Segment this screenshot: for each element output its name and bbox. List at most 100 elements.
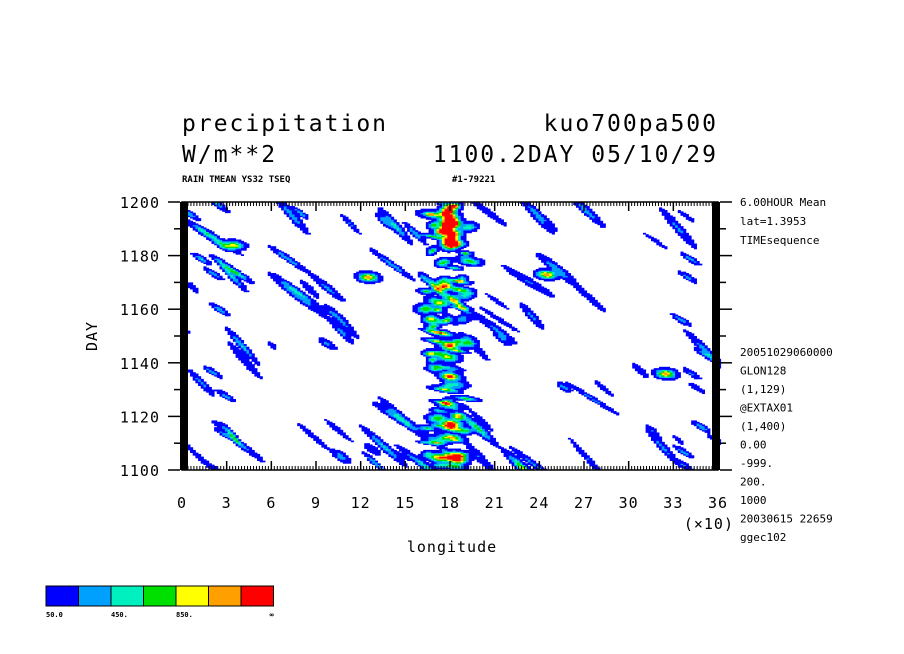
- precip-cell: [417, 457, 421, 460]
- precip-cell: [450, 244, 454, 247]
- precip-cell: [428, 305, 432, 307]
- precip-cell: [444, 397, 448, 400]
- precip-cell: [455, 373, 459, 376]
- precip-cell: [240, 274, 245, 277]
- precip-cell: [458, 381, 462, 384]
- precip-cell: [206, 231, 210, 234]
- precip-cell: [423, 417, 427, 420]
- precip-cell: [436, 443, 440, 445]
- precip-cell: [190, 287, 194, 290]
- precip-cell: [299, 227, 303, 230]
- precip-cell: [439, 374, 443, 377]
- precip-cell: [399, 420, 403, 423]
- precip-cell: [332, 427, 336, 429]
- precip-cell: [243, 353, 247, 356]
- precip-cell: [436, 366, 440, 369]
- precip-cell: [439, 369, 443, 372]
- precip-cell: [441, 424, 446, 427]
- precip-cell: [310, 432, 314, 435]
- precip-cell: [243, 246, 247, 248]
- precip-cell: [307, 297, 312, 299]
- precip-cell: [415, 306, 419, 309]
- precip-cell: [425, 226, 429, 228]
- precip-cell: [439, 318, 443, 321]
- precip-cell: [222, 210, 226, 212]
- precip-cell: [415, 460, 419, 463]
- precip-cell: [294, 289, 298, 291]
- precip-cell: [441, 437, 446, 440]
- precip-cell: [458, 460, 462, 463]
- precip-cell: [294, 295, 298, 298]
- precip-cell: [211, 467, 215, 470]
- precip-cell: [195, 290, 199, 293]
- precip-cell: [423, 306, 427, 309]
- precip-cell: [388, 403, 392, 405]
- precip-cell: [383, 443, 387, 445]
- precip-cell: [369, 431, 373, 433]
- precip-cell: [444, 228, 448, 231]
- precip-cell: [313, 306, 317, 309]
- precip-cell: [433, 361, 437, 364]
- precip-cell: [224, 394, 228, 397]
- precip-cell: [415, 424, 419, 427]
- precip-cell: [396, 231, 400, 234]
- precip-cell: [361, 273, 365, 275]
- precip-cell: [211, 302, 215, 305]
- precip-cell: [444, 467, 448, 470]
- precip-cell: [450, 219, 454, 222]
- precip-cell: [203, 365, 207, 368]
- precip-cell: [340, 330, 344, 333]
- precip-cell: [452, 293, 456, 295]
- precip-cell: [425, 443, 429, 445]
- precip-cell: [436, 464, 440, 467]
- precip-cell: [441, 440, 446, 443]
- precip-cell: [444, 319, 448, 322]
- precip-cell: [417, 453, 421, 456]
- precip-field: [182, 202, 722, 471]
- precip-cell: [452, 465, 456, 468]
- precip-cell: [267, 244, 271, 247]
- precip-cell: [366, 432, 370, 435]
- precip-cell: [214, 259, 218, 262]
- precip-cell: [444, 357, 448, 360]
- precip-cell: [420, 451, 424, 453]
- precip-cell: [420, 240, 424, 243]
- precip-cell: [439, 256, 443, 259]
- precip-cell: [249, 350, 253, 353]
- precip-cell: [318, 283, 322, 286]
- precip-cell: [452, 455, 456, 457]
- precip-cell: [399, 266, 403, 269]
- precip-cell: [305, 231, 309, 234]
- precip-cell: [399, 461, 403, 464]
- precip-cell: [433, 341, 437, 344]
- precip-cell: [455, 247, 459, 250]
- precip-cell: [420, 234, 424, 236]
- precip-cell: [307, 306, 312, 309]
- precip-cell: [447, 429, 451, 432]
- precip-cell: [273, 247, 277, 250]
- precip-cell: [200, 459, 204, 462]
- precip-cell: [450, 441, 454, 444]
- precip-cell: [428, 354, 432, 357]
- precip-cell: [307, 433, 312, 436]
- precip-cell: [433, 427, 437, 429]
- precip-cell: [425, 222, 429, 224]
- precip-cell: [334, 313, 338, 315]
- precip-cell: [439, 285, 443, 287]
- precip-cell: [321, 286, 325, 289]
- precip-cell: [374, 275, 379, 278]
- precip-cell: [302, 231, 306, 234]
- precip-cell: [450, 340, 454, 342]
- precip-cell: [316, 311, 320, 314]
- precip-cell: [436, 427, 440, 429]
- precip-cell: [417, 306, 421, 309]
- precip-cell: [425, 303, 429, 306]
- precip-cell: [324, 341, 328, 344]
- precip-cell: [222, 429, 226, 432]
- precip-cell: [232, 336, 236, 338]
- precip-cell: [460, 340, 464, 342]
- precip-cell: [187, 448, 191, 451]
- precip-cell: [297, 262, 301, 265]
- precip-cell: [372, 435, 376, 437]
- precip-cell: [444, 204, 448, 207]
